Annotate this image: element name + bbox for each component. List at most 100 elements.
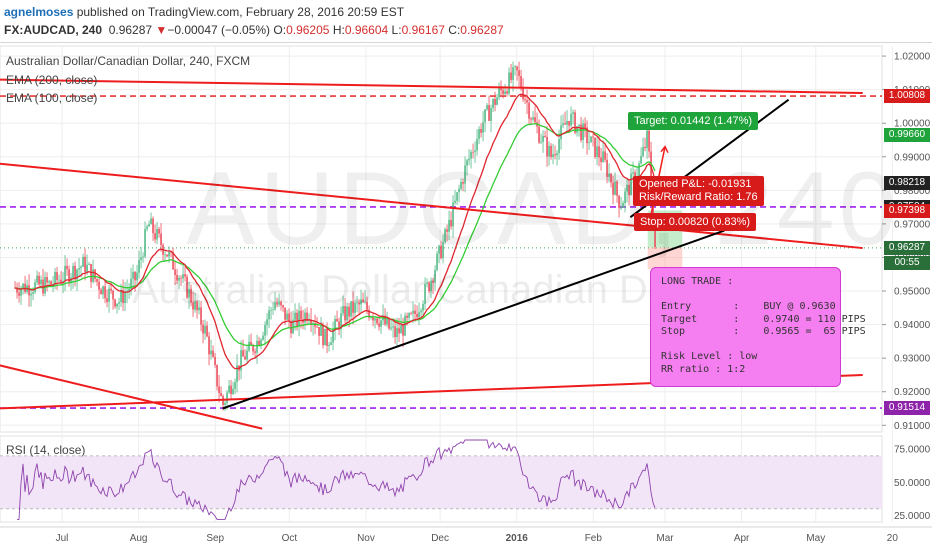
candle-body	[46, 277, 48, 283]
candle-body	[168, 251, 170, 257]
candle-body	[104, 286, 106, 299]
candle-body	[444, 229, 446, 243]
candle-body	[454, 200, 456, 203]
candle-body	[276, 302, 278, 305]
candle-body	[488, 105, 490, 121]
rsi-band-fill	[0, 455, 882, 509]
candle-body	[182, 274, 184, 279]
candle-body	[256, 340, 258, 353]
candle-body	[174, 269, 176, 276]
candle-body	[146, 226, 148, 230]
legend-ema100[interactable]: EMA (100, close)	[6, 91, 98, 105]
candle-body	[546, 136, 548, 157]
candle-body	[402, 325, 404, 336]
candle-body	[632, 172, 634, 174]
candle-body	[16, 287, 18, 293]
candle-body	[348, 306, 350, 317]
candle-body	[640, 155, 642, 164]
candle-body	[550, 145, 552, 158]
time-tick-label: Jul	[56, 533, 69, 544]
trade-note[interactable]: LONG TRADE : Entry : BUY @ 0.9630 Target…	[650, 267, 866, 387]
legend-ema200[interactable]: EMA (200, close)	[6, 73, 98, 87]
stop-label[interactable]: Stop: 0.00820 (0.83%)	[634, 213, 757, 231]
candle-body	[154, 233, 156, 240]
author-link[interactable]: agnelmoses	[4, 5, 74, 19]
candle-body	[72, 265, 74, 278]
candle-body	[516, 66, 518, 71]
ohlc-line: FX:AUDCAD, 240 0.96287 ▼−0.00047 (−0.05%…	[4, 23, 504, 37]
candle-body	[354, 302, 356, 313]
candle-body	[116, 303, 118, 307]
target-label[interactable]: Target: 0.01442 (1.47%)	[628, 112, 759, 130]
candle-body	[540, 141, 542, 143]
candle-body	[582, 123, 584, 141]
candle-body	[160, 233, 162, 246]
candle-body	[374, 318, 376, 321]
candle-body	[290, 320, 292, 334]
time-tick-label: 2016	[506, 533, 529, 544]
candle-body	[136, 272, 138, 281]
candle-body	[358, 302, 360, 305]
candle-body	[180, 277, 182, 279]
candle-body	[630, 173, 632, 196]
candle-body	[492, 98, 494, 109]
candle-body	[586, 127, 588, 144]
candle-body	[132, 271, 134, 279]
candle-body	[228, 385, 230, 393]
candle-body	[92, 269, 94, 282]
candle-body	[192, 302, 194, 310]
candle-body	[456, 192, 458, 201]
time-tick-label: Nov	[357, 533, 375, 544]
candle-body	[334, 318, 336, 330]
candle-body	[524, 99, 526, 101]
watermark-symbol: AUDCAD, 240	[186, 151, 901, 267]
symbol-label[interactable]: FX:AUDCAD, 240	[4, 23, 103, 37]
candle-body	[448, 219, 450, 232]
candle-body	[288, 313, 290, 321]
red-trendline	[0, 78, 863, 94]
candle-body	[124, 292, 126, 304]
moving-averages	[14, 93, 656, 370]
candle-body	[138, 259, 140, 273]
candle-body	[462, 181, 464, 184]
candle-body	[144, 229, 146, 257]
candle-body	[480, 129, 482, 133]
red-trendline	[0, 364, 263, 430]
candle-body	[60, 279, 62, 283]
candle-body	[294, 312, 296, 320]
candle-body	[362, 299, 364, 303]
candle-body	[608, 173, 610, 177]
candle-body	[372, 317, 374, 321]
candle-body	[316, 326, 318, 328]
candle-body	[158, 228, 160, 234]
candle-body	[650, 151, 652, 190]
candle-body	[204, 325, 206, 334]
candle-body	[554, 154, 556, 156]
candle-body	[122, 289, 124, 304]
candle-body	[112, 290, 114, 300]
candle-body	[262, 335, 264, 340]
candle-body	[214, 356, 216, 365]
candle-body	[558, 139, 560, 154]
pl-label[interactable]: Opened P&L: -0.01931 Risk/Reward Ratio: …	[633, 176, 764, 206]
legend-rsi[interactable]: RSI (14, close)	[6, 443, 86, 457]
candle-body	[616, 181, 618, 196]
candle-body	[612, 182, 614, 195]
open-label: O:	[273, 23, 287, 37]
candle-body	[422, 303, 424, 311]
candle-body	[18, 292, 20, 296]
candle-body	[152, 218, 154, 234]
price-tag: 0.96287	[884, 240, 930, 255]
candle-body	[394, 326, 396, 338]
publish-info: published on TradingView.com, February 2…	[73, 5, 405, 19]
candle-body	[268, 310, 270, 320]
candle-body	[412, 310, 414, 314]
candle-body	[520, 75, 522, 89]
candle-body	[532, 117, 534, 120]
candle-body	[34, 282, 36, 293]
price-tick-label: 0.97000	[894, 219, 931, 230]
candle-body	[538, 126, 540, 143]
candle-body	[48, 281, 50, 283]
legend-title[interactable]: Australian Dollar/Canadian Dollar, 240, …	[6, 54, 251, 68]
